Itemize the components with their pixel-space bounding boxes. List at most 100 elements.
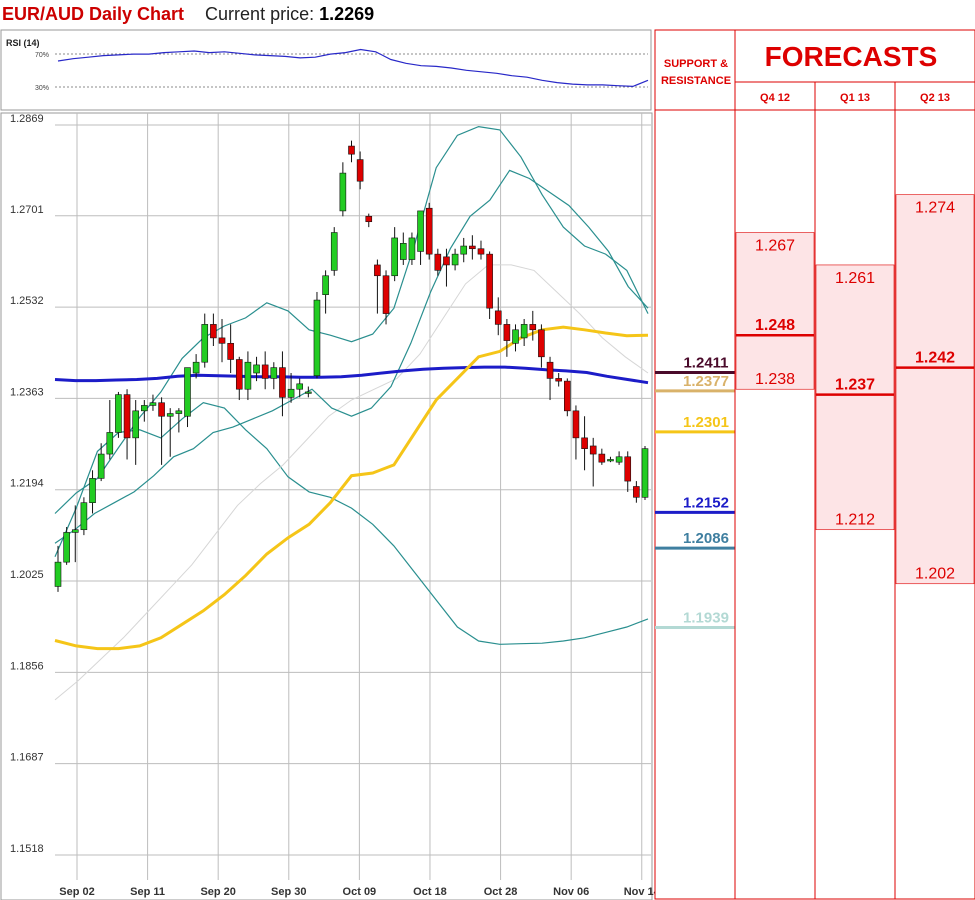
forecast-mid-value: 1.242 [915, 350, 955, 367]
candle [529, 310, 537, 341]
x-tick-label: Sep 11 [130, 886, 165, 898]
candle [572, 405, 580, 460]
sr-frame [654, 29, 736, 900]
candle-body [408, 237, 416, 260]
candle [374, 259, 381, 314]
candle-body [348, 145, 355, 155]
candle [434, 248, 442, 276]
candle-body [339, 172, 347, 212]
x-tick-label: Sep 30 [271, 886, 306, 898]
candle-body [641, 448, 649, 498]
candle-body [330, 232, 338, 271]
candle-body [166, 413, 174, 417]
forecast-col-q4-12: Q4 12 [760, 92, 790, 104]
sr-level-label: 1.2377 [683, 373, 729, 390]
candle-body [382, 275, 390, 314]
x-tick-label: Sep 20 [200, 886, 235, 898]
candle [192, 354, 200, 379]
sr-level: 1.1939 [655, 610, 735, 630]
candle [425, 202, 433, 260]
rsi-70-label: 70% [35, 52, 49, 59]
sr-level-label: 1.1939 [683, 610, 729, 627]
candle [141, 400, 148, 422]
candle-body [287, 388, 295, 398]
candle [503, 318, 511, 357]
x-tick-label: Oct 09 [343, 886, 377, 898]
candle-body [633, 486, 640, 498]
candle-body [503, 324, 511, 341]
candle-body [391, 237, 398, 277]
forecasts-title: FORECASTS [765, 41, 938, 72]
y-tick-label: 1.1687 [10, 752, 44, 764]
sr-level: 1.2152 [655, 494, 735, 514]
candle [520, 318, 528, 346]
candle-body [106, 432, 114, 455]
candle [89, 470, 96, 514]
candle-body [469, 245, 476, 250]
candle-body [564, 380, 571, 412]
candle-body [555, 378, 562, 382]
forecasts-panel: FORECASTS Q4 12 Q1 13 Q2 13 1.2671.2481.… [734, 29, 975, 900]
forecast-range-box [815, 264, 895, 531]
candle [175, 408, 183, 433]
candle-body [158, 402, 165, 417]
sr-level: 1.2086 [655, 530, 735, 550]
sr-level-label: 1.2301 [683, 414, 729, 431]
chart-title-bar: EUR/AUD Daily Chart Current price: 1.226… [2, 0, 652, 28]
candle-body [227, 342, 234, 360]
forecast-low-value: 1.212 [835, 512, 875, 529]
candle-body [460, 245, 468, 255]
x-tick-label: Oct 18 [413, 886, 447, 898]
candle [538, 324, 545, 368]
candle [54, 545, 62, 592]
candle [305, 386, 312, 398]
moving-average-yellow [54, 325, 649, 651]
candle-body [313, 299, 321, 377]
candle-body [123, 394, 131, 439]
candle [512, 324, 519, 352]
forecast-high-value: 1.261 [835, 270, 875, 287]
candle-body [261, 364, 269, 379]
candle-body [356, 159, 364, 182]
candle [261, 351, 269, 390]
candle [115, 391, 122, 438]
candle-body [305, 391, 312, 394]
bollinger-inner-band [54, 169, 649, 544]
candle [235, 356, 243, 401]
candle [296, 378, 304, 398]
candle [624, 451, 632, 492]
candle [477, 240, 485, 260]
sr-level: 1.2377 [655, 373, 735, 393]
candle [123, 389, 131, 460]
candle-body [184, 367, 191, 417]
candle-body [624, 456, 632, 482]
candle-body [529, 324, 537, 331]
candle [322, 270, 329, 314]
x-tick-label: Oct 28 [484, 886, 518, 898]
candle-body [615, 456, 623, 463]
candle [339, 162, 347, 217]
candle [201, 313, 209, 368]
candle [391, 227, 398, 282]
candle [382, 270, 390, 325]
candle-body [520, 324, 528, 339]
forecast-low-value: 1.238 [755, 371, 795, 388]
candle [149, 394, 157, 411]
candle [166, 408, 174, 457]
y-tick-label: 1.2532 [10, 295, 44, 307]
candle [313, 291, 321, 379]
candle-body [141, 405, 148, 412]
candle [184, 367, 191, 428]
candle-body [546, 361, 554, 379]
candle [270, 362, 278, 390]
candle-body [80, 502, 88, 531]
candle-body [374, 264, 381, 277]
rsi-line [57, 48, 649, 88]
y-tick-label: 1.1856 [10, 660, 44, 672]
y-tick-label: 1.1518 [10, 843, 44, 855]
candle-body [538, 329, 545, 358]
candle-body [425, 207, 433, 255]
candle-body [322, 275, 329, 295]
candle-body [132, 410, 139, 439]
candle [417, 210, 424, 265]
